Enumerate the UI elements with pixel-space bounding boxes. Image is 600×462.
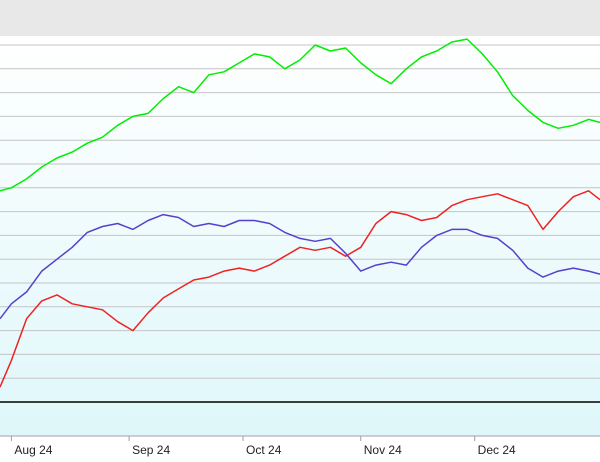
series-line-1 [0,38,600,192]
x-axis: Aug 24 Sep 24 Oct 24 Nov 24 Dec 24 [0,435,600,457]
x-tick-label: Oct 24 [246,443,282,457]
x-tick-label: Dec 24 [478,443,516,457]
series-line-3 [0,213,600,320]
x-tick-label: Sep 24 [132,443,170,457]
series-line-2 [0,190,600,388]
grid-lines [0,44,600,403]
series-group [0,38,600,388]
top-band [0,0,600,36]
plot-background [0,36,600,436]
x-tick-label: Aug 24 [14,443,52,457]
x-tick-label: Nov 24 [364,443,402,457]
